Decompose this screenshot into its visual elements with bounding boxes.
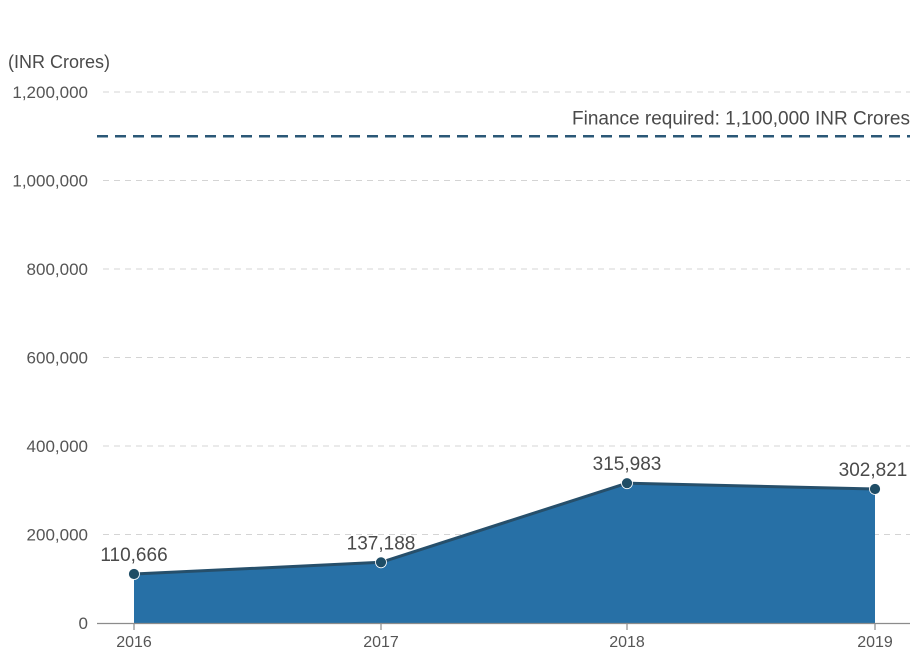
data-label: 110,666 [100,545,167,566]
data-point [621,477,633,490]
x-tick-label: 2019 [857,634,893,651]
x-tick-label: 2016 [116,634,152,651]
y-tick-label: 400,000 [27,437,88,456]
y-tick-label: 200,000 [27,526,88,545]
x-tick-label: 2017 [363,634,399,651]
gridlines [103,91,910,535]
unit-label: (INR Crores) [8,52,110,72]
x-tick-label: 2018 [609,634,645,651]
x-axis: 2016 2017 2018 2019 [116,623,893,651]
series-line [133,481,876,576]
data-labels: 110,666 137,188 315,983 302,821 [100,454,907,566]
y-tick-label: 1,200,000 [12,83,88,102]
y-tick-label: 600,000 [27,349,88,368]
data-point [128,568,140,580]
data-label: 302,821 [839,460,908,481]
area-series [133,481,876,623]
data-markers [128,477,881,580]
y-tick-label: 800,000 [27,260,88,279]
y-tick-label: 1,000,000 [12,172,88,191]
reference-line-group: Finance required: 1,100,000 INR Crores [97,108,910,138]
series-area [134,483,875,623]
data-label: 137,188 [347,533,416,554]
finance-required-label: Finance required: 1,100,000 INR Crores [572,108,910,129]
data-point [869,483,881,495]
data-label: 315,983 [593,454,662,475]
y-tick-label: 0 [79,614,88,633]
y-axis: 0 200,000 400,000 600,000 800,000 1,000,000 1,… [12,83,88,633]
data-point [375,556,387,569]
